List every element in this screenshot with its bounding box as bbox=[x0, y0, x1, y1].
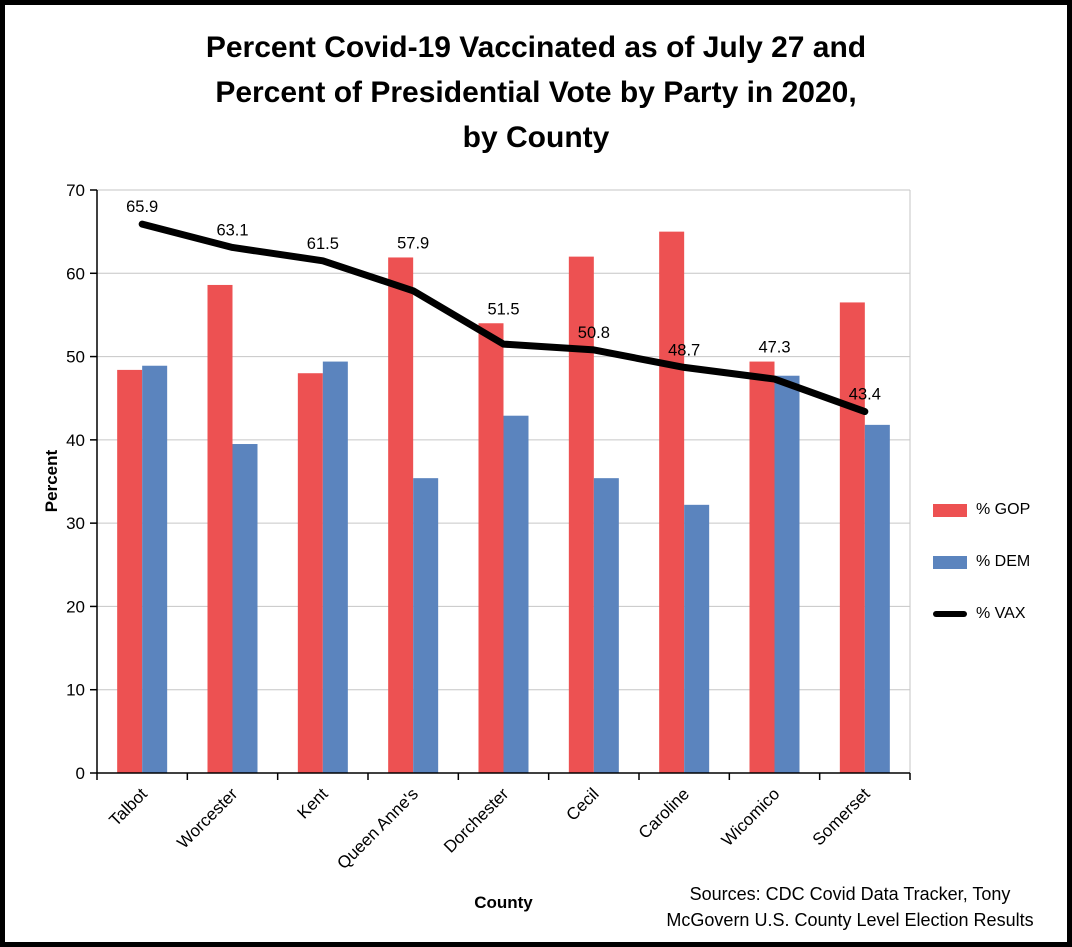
svg-text:70: 70 bbox=[66, 181, 85, 200]
bar bbox=[749, 361, 775, 773]
legend-item-dem: % DEM bbox=[933, 553, 1030, 571]
x-category-label: Worcester bbox=[173, 784, 241, 852]
x-category-label: Kent bbox=[293, 784, 331, 822]
x-category-label: Somerset bbox=[809, 784, 874, 849]
bars-gop bbox=[117, 231, 865, 774]
vax-data-label: 63.1 bbox=[216, 221, 248, 239]
bar bbox=[568, 256, 594, 774]
x-axis-labels: Talbot Worcester Kent Queen Anne's Dorcheste… bbox=[105, 784, 873, 873]
chart-canvas: 0 10 20 30 40 50 60 70 65.9 63.1 61.5 57.9 51.5 50.8 4… bbox=[66, 181, 911, 873]
legend-label-dem: % DEM bbox=[976, 553, 1031, 570]
bars-dem bbox=[142, 361, 890, 773]
bar bbox=[839, 302, 865, 773]
x-axis-ticks bbox=[96, 773, 911, 780]
x-category-label: Wicomico bbox=[718, 784, 784, 850]
vax-data-label: 57.9 bbox=[397, 234, 429, 252]
legend-label-gop: % GOP bbox=[976, 501, 1031, 518]
svg-text:40: 40 bbox=[66, 431, 85, 450]
vax-labels: 65.9 63.1 61.5 57.9 51.5 50.8 48.7 47.3 43.4 bbox=[126, 198, 881, 403]
bar bbox=[297, 373, 323, 773]
vax-data-label: 61.5 bbox=[307, 235, 339, 253]
x-category-label: Talbot bbox=[105, 784, 151, 830]
bar bbox=[503, 415, 529, 773]
x-category-label: Cecil bbox=[563, 784, 603, 824]
vax-data-label: 65.9 bbox=[126, 198, 158, 216]
vax-data-label: 50.8 bbox=[578, 324, 610, 342]
vax-data-label: 51.5 bbox=[487, 300, 519, 318]
legend-item-gop: % GOP bbox=[933, 501, 1030, 519]
legend: % GOP % DEM % VAX bbox=[933, 501, 1030, 623]
vax-line bbox=[138, 220, 869, 416]
source-note-line-2: McGovern U.S. County Level Election Resu… bbox=[666, 910, 1034, 930]
svg-text:10: 10 bbox=[66, 681, 85, 700]
svg-text:0: 0 bbox=[76, 764, 85, 783]
chart-title-line-2: Percent of Presidential Vote by Party in… bbox=[215, 76, 857, 109]
bar bbox=[684, 504, 710, 773]
vax-data-label: 47.3 bbox=[758, 339, 790, 357]
x-category-label: Dorchester bbox=[440, 784, 512, 856]
chart-title-line-3: by County bbox=[462, 121, 610, 154]
bar bbox=[142, 365, 168, 773]
bar bbox=[659, 231, 685, 774]
svg-text:20: 20 bbox=[66, 597, 85, 616]
dem-swatch-icon bbox=[933, 555, 967, 569]
gop-swatch-icon bbox=[933, 503, 967, 517]
bar bbox=[322, 361, 348, 773]
bar bbox=[593, 478, 619, 773]
x-axis-title: County bbox=[474, 893, 533, 912]
legend-label-vax: % VAX bbox=[976, 605, 1026, 622]
x-category-label: Caroline bbox=[635, 784, 693, 842]
x-category-label: Queen Anne's bbox=[333, 784, 422, 873]
bar bbox=[117, 369, 143, 773]
svg-text:50: 50 bbox=[66, 348, 85, 367]
vax-data-label: 48.7 bbox=[668, 341, 700, 359]
source-note-line-1: Sources: CDC Covid Data Tracker, Tony bbox=[689, 884, 1011, 904]
vax-data-label: 43.4 bbox=[849, 386, 881, 404]
source-note: Sources: CDC Covid Data Tracker, Tony Mc… bbox=[633, 881, 1067, 933]
y-axis-labels: 0 10 20 30 40 50 60 70 bbox=[66, 181, 97, 783]
bar bbox=[478, 323, 504, 773]
bar bbox=[413, 478, 439, 773]
svg-text:60: 60 bbox=[66, 264, 85, 283]
svg-text:30: 30 bbox=[66, 514, 85, 533]
chart-title: Percent Covid-19 Vaccinated as of July 2… bbox=[5, 25, 1067, 160]
legend-item-vax: % VAX bbox=[933, 605, 1030, 623]
bar bbox=[232, 444, 258, 773]
bar bbox=[864, 424, 890, 773]
y-axis-title: Percent bbox=[42, 449, 61, 513]
bar bbox=[774, 375, 800, 773]
chart-title-line-1: Percent Covid-19 Vaccinated as of July 2… bbox=[205, 31, 867, 64]
bar bbox=[388, 257, 414, 773]
bar bbox=[207, 284, 233, 773]
vax-line-swatch-icon bbox=[933, 611, 967, 617]
